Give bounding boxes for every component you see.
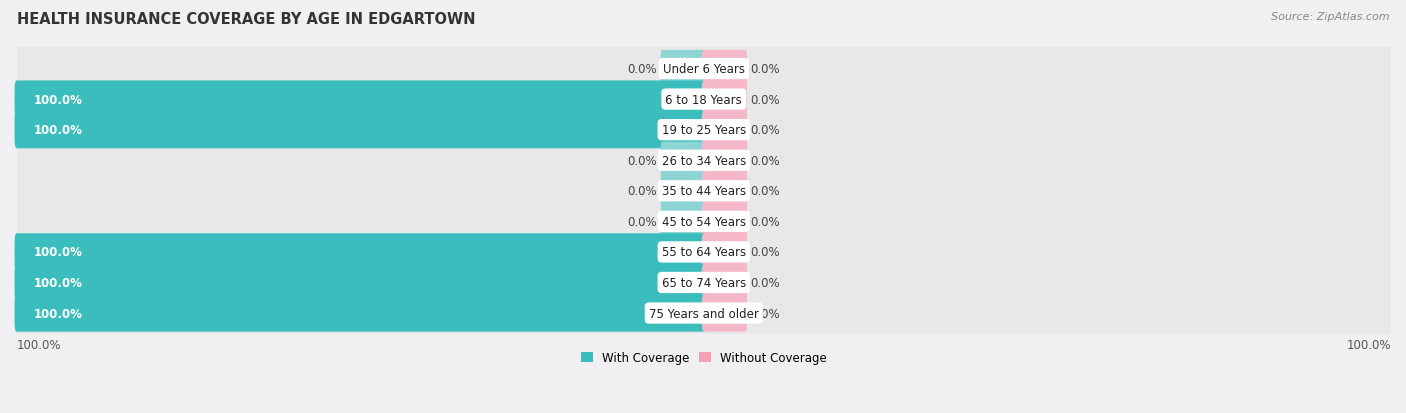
FancyBboxPatch shape — [702, 112, 747, 149]
FancyBboxPatch shape — [702, 142, 747, 179]
Text: 100.0%: 100.0% — [34, 246, 83, 259]
Text: 0.0%: 0.0% — [751, 246, 780, 259]
FancyBboxPatch shape — [702, 295, 747, 332]
Text: 55 to 64 Years: 55 to 64 Years — [662, 246, 745, 259]
FancyBboxPatch shape — [14, 295, 706, 332]
Text: 100.0%: 100.0% — [17, 338, 60, 351]
Text: 0.0%: 0.0% — [751, 124, 780, 137]
Text: 100.0%: 100.0% — [34, 93, 83, 106]
FancyBboxPatch shape — [14, 112, 706, 149]
Text: Under 6 Years: Under 6 Years — [662, 63, 745, 76]
Legend: With Coverage, Without Coverage: With Coverage, Without Coverage — [576, 347, 831, 369]
Text: 100.0%: 100.0% — [34, 124, 83, 137]
Text: 0.0%: 0.0% — [751, 307, 780, 320]
Text: 0.0%: 0.0% — [751, 63, 780, 76]
Text: 0.0%: 0.0% — [627, 154, 657, 167]
FancyBboxPatch shape — [14, 81, 706, 119]
Text: 100.0%: 100.0% — [34, 276, 83, 289]
FancyBboxPatch shape — [702, 81, 747, 119]
Text: 0.0%: 0.0% — [627, 215, 657, 228]
FancyBboxPatch shape — [8, 198, 1399, 246]
FancyBboxPatch shape — [702, 203, 747, 240]
FancyBboxPatch shape — [702, 264, 747, 301]
FancyBboxPatch shape — [702, 51, 747, 88]
FancyBboxPatch shape — [661, 51, 706, 88]
FancyBboxPatch shape — [702, 234, 747, 271]
Text: 0.0%: 0.0% — [627, 185, 657, 198]
FancyBboxPatch shape — [14, 264, 706, 301]
FancyBboxPatch shape — [8, 137, 1399, 185]
FancyBboxPatch shape — [661, 203, 706, 240]
Text: 6 to 18 Years: 6 to 18 Years — [665, 93, 742, 106]
FancyBboxPatch shape — [8, 228, 1399, 276]
FancyBboxPatch shape — [8, 259, 1399, 306]
Text: 35 to 44 Years: 35 to 44 Years — [662, 185, 745, 198]
FancyBboxPatch shape — [14, 234, 706, 271]
Text: 0.0%: 0.0% — [627, 63, 657, 76]
FancyBboxPatch shape — [8, 45, 1399, 93]
FancyBboxPatch shape — [702, 173, 747, 210]
FancyBboxPatch shape — [8, 290, 1399, 337]
FancyBboxPatch shape — [8, 107, 1399, 154]
Text: 65 to 74 Years: 65 to 74 Years — [662, 276, 747, 289]
Text: 0.0%: 0.0% — [751, 154, 780, 167]
Text: 0.0%: 0.0% — [751, 93, 780, 106]
Text: 0.0%: 0.0% — [751, 185, 780, 198]
Text: 26 to 34 Years: 26 to 34 Years — [662, 154, 747, 167]
Text: HEALTH INSURANCE COVERAGE BY AGE IN EDGARTOWN: HEALTH INSURANCE COVERAGE BY AGE IN EDGA… — [17, 12, 475, 27]
FancyBboxPatch shape — [661, 173, 706, 210]
Text: 0.0%: 0.0% — [751, 215, 780, 228]
FancyBboxPatch shape — [8, 168, 1399, 215]
Text: 45 to 54 Years: 45 to 54 Years — [662, 215, 745, 228]
FancyBboxPatch shape — [8, 76, 1399, 123]
Text: 100.0%: 100.0% — [34, 307, 83, 320]
Text: 0.0%: 0.0% — [751, 276, 780, 289]
FancyBboxPatch shape — [661, 142, 706, 179]
Text: Source: ZipAtlas.com: Source: ZipAtlas.com — [1271, 12, 1389, 22]
Text: 19 to 25 Years: 19 to 25 Years — [662, 124, 747, 137]
Text: 75 Years and older: 75 Years and older — [650, 307, 759, 320]
Text: 100.0%: 100.0% — [1347, 338, 1391, 351]
